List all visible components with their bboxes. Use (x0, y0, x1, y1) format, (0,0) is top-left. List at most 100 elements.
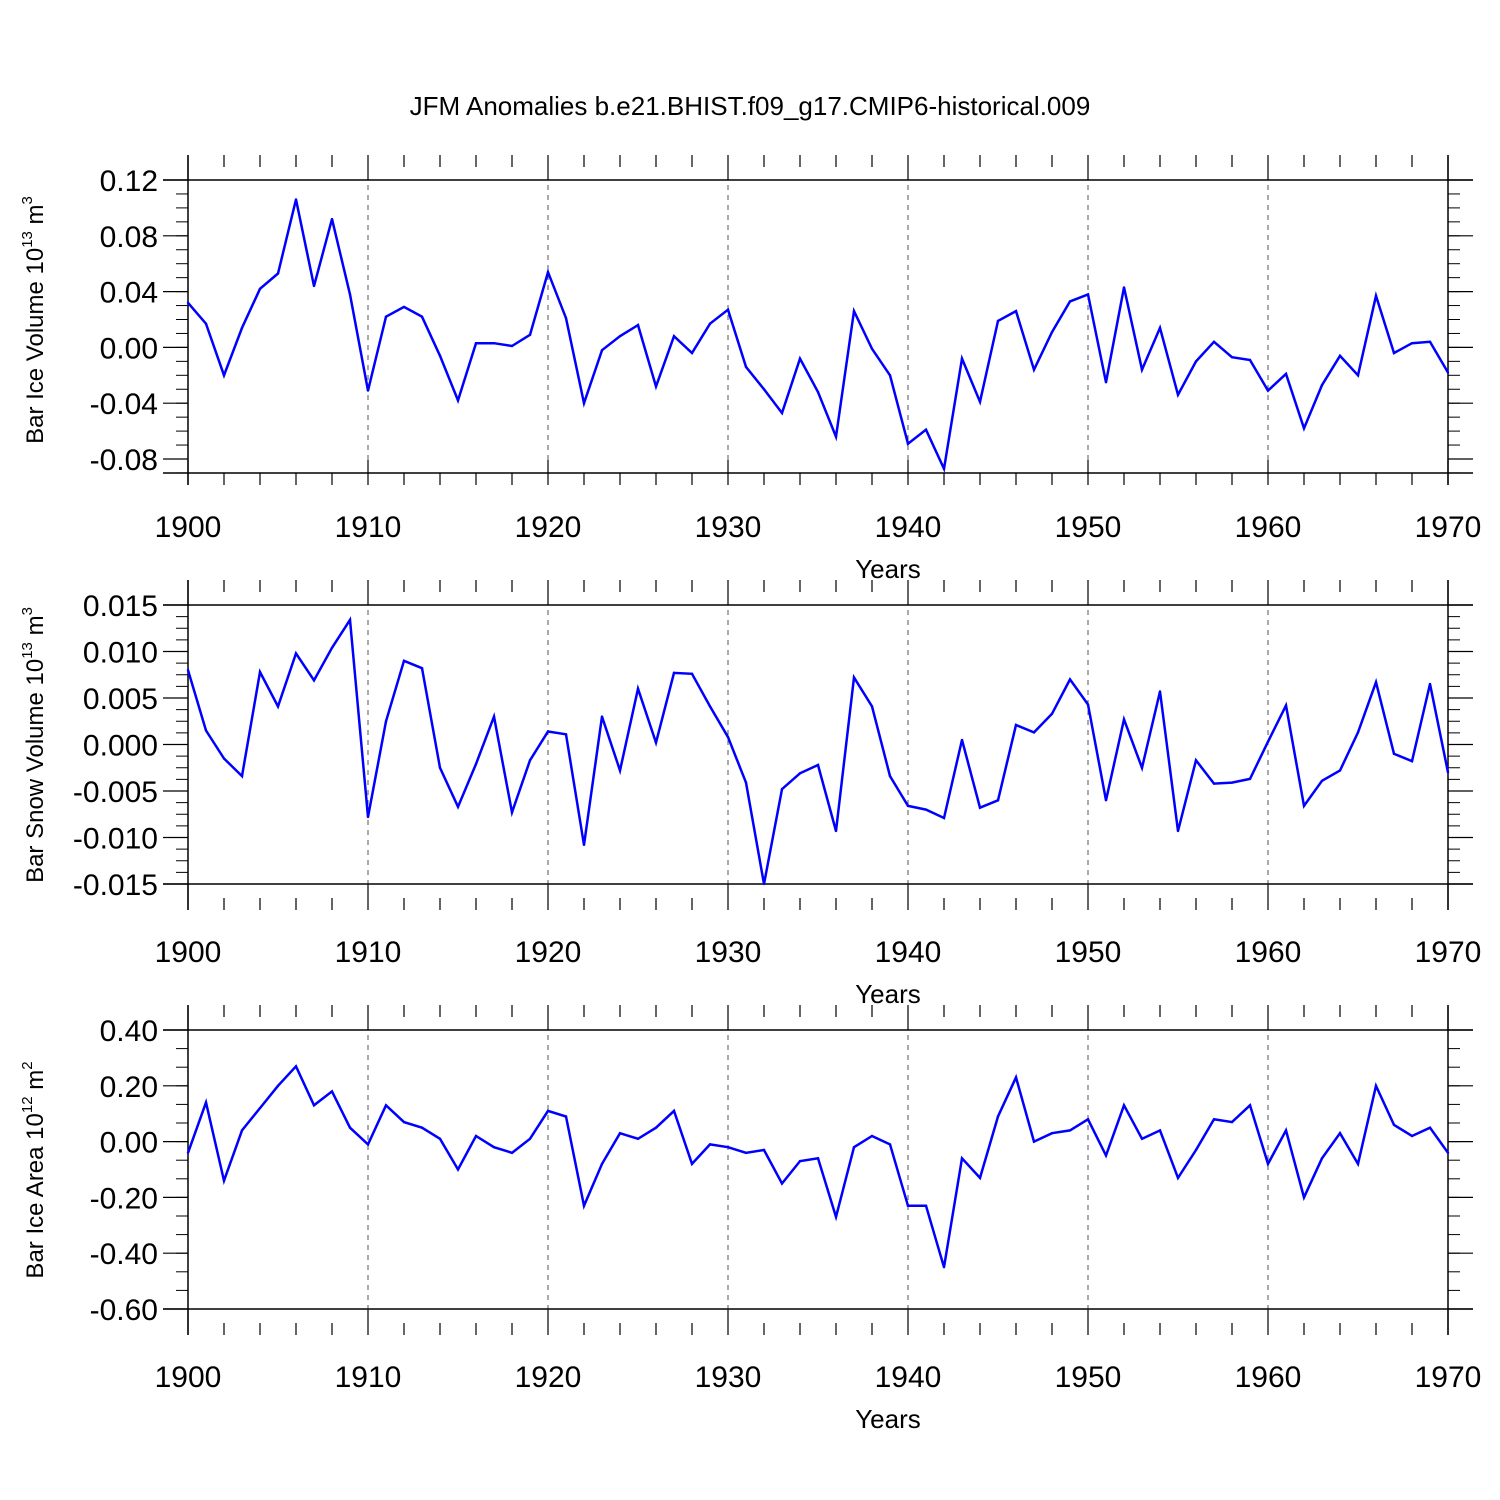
data-point (1176, 829, 1180, 833)
data-point (240, 326, 244, 330)
data-point (780, 411, 784, 415)
x-tick-label: 1950 (1055, 1361, 1122, 1394)
data-point (474, 762, 478, 766)
data-point (1050, 1132, 1054, 1135)
data-point (1230, 1120, 1234, 1124)
y-tick-label: -0.60 (90, 1294, 158, 1327)
data-point (870, 705, 874, 708)
data-point (816, 390, 820, 394)
data-point (888, 1143, 892, 1146)
data-point (1140, 368, 1144, 371)
data-point (366, 1143, 370, 1146)
data-point (276, 1084, 280, 1088)
y-axis-label-exponent: 13 (19, 642, 36, 659)
data-point (1176, 393, 1180, 396)
data-point (456, 399, 460, 402)
data-point (492, 342, 496, 345)
data-point (1320, 1157, 1324, 1160)
data-point (996, 799, 1000, 802)
data-point (438, 766, 442, 769)
data-point (1212, 340, 1216, 343)
data-point (1212, 782, 1216, 785)
y-axis-label-unit: m (22, 1070, 49, 1097)
x-tick-label: 1910 (335, 511, 402, 544)
data-point (1122, 1104, 1126, 1107)
x-tick-label: 1960 (1235, 1361, 1302, 1394)
x-tick-label: 1900 (155, 1361, 222, 1394)
y-tick-label: 0.000 (83, 730, 158, 763)
x-axis-label: Years (855, 979, 921, 1009)
data-point (420, 667, 424, 670)
data-point (204, 322, 208, 325)
data-point (1284, 372, 1288, 376)
data-point (1284, 704, 1288, 707)
x-tick-label: 1970 (1415, 1361, 1482, 1394)
data-point (294, 652, 298, 655)
data-point (762, 1148, 766, 1152)
data-point (672, 671, 676, 675)
data-point (960, 738, 964, 742)
y-tick-label: 0.010 (83, 637, 158, 670)
y-tick-label: 0.40 (100, 1015, 158, 1048)
y-tick-label: 0.20 (100, 1071, 158, 1104)
data-point (1392, 1123, 1396, 1127)
data-point (1104, 799, 1108, 802)
data-point (618, 769, 622, 772)
panel-3: 1900 1910 1920 1930 1940 1950 1960 1970 Years -0.… (19, 1005, 1481, 1434)
data-point (1212, 1118, 1216, 1121)
x-tick-label: 1950 (1055, 511, 1122, 544)
data-point (1410, 760, 1414, 763)
x-tick-label: 1900 (155, 511, 222, 544)
data-point (1320, 383, 1324, 387)
data-point (1230, 781, 1234, 784)
data-point (690, 351, 694, 355)
data-point (1086, 293, 1090, 296)
data-point (1266, 1162, 1270, 1166)
data-point (888, 374, 892, 377)
data-point (276, 705, 280, 708)
x-tick-label: 1900 (155, 936, 222, 969)
data-point (186, 301, 190, 304)
data-point (582, 1204, 586, 1208)
data-point (1086, 1118, 1090, 1121)
y-tick-label: -0.40 (90, 1238, 158, 1271)
data-point (222, 1179, 226, 1182)
data-point (1014, 723, 1018, 727)
data-point (1392, 351, 1396, 355)
data-point (654, 741, 658, 744)
data-point (978, 400, 982, 403)
data-point (672, 1109, 676, 1113)
data-point (708, 1143, 712, 1146)
data-point (402, 1120, 406, 1124)
data-point (816, 1157, 820, 1160)
data-point (1248, 777, 1252, 781)
data-point (240, 1129, 244, 1132)
data-point (528, 1137, 532, 1141)
data-point (1338, 354, 1342, 357)
data-point (348, 618, 352, 622)
data-point (1302, 1196, 1306, 1199)
data-point (384, 720, 388, 723)
data-point (1122, 286, 1126, 289)
y-axis-label: Bar Ice Volume 1013 m3 (19, 196, 49, 444)
data-point (672, 335, 676, 338)
data-point (240, 774, 244, 778)
y-tick-label: -0.010 (73, 823, 158, 856)
data-point (798, 772, 802, 775)
data-point (888, 774, 892, 778)
data-point (312, 284, 316, 288)
data-point (1068, 300, 1072, 303)
data-point (960, 1157, 964, 1160)
data-point (1302, 804, 1306, 808)
x-tick-label: 1920 (515, 936, 582, 969)
x-tick-label: 1940 (875, 936, 942, 969)
data-point (186, 1151, 190, 1155)
y-tick-label: -0.08 (90, 444, 158, 477)
x-tick-label: 1930 (695, 511, 762, 544)
data-point (690, 1162, 694, 1166)
data-point (348, 293, 352, 296)
y-tick-label: -0.005 (73, 776, 158, 809)
data-point (654, 1126, 658, 1129)
data-point (618, 335, 622, 338)
data-point (744, 1151, 748, 1155)
